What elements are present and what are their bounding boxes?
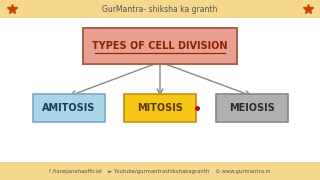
Text: MEIOSIS: MEIOSIS xyxy=(229,103,275,113)
FancyBboxPatch shape xyxy=(0,162,320,180)
Text: MITOSIS: MITOSIS xyxy=(137,103,183,113)
FancyBboxPatch shape xyxy=(216,94,288,122)
FancyBboxPatch shape xyxy=(124,94,196,122)
FancyBboxPatch shape xyxy=(33,94,105,122)
Text: GurMantra- shiksha ka granth: GurMantra- shiksha ka granth xyxy=(102,4,218,14)
Text: AMITOSIS: AMITOSIS xyxy=(42,103,96,113)
FancyBboxPatch shape xyxy=(83,28,237,64)
Text: f /tanejanehaofficial    ► Youtube/gurmantrashikshakagranth    ⊙ www.gurmantra.i: f /tanejanehaofficial ► Youtube/gurmantr… xyxy=(49,168,271,174)
FancyBboxPatch shape xyxy=(0,0,320,18)
Text: TYPES OF CELL DIVISION: TYPES OF CELL DIVISION xyxy=(92,41,228,51)
